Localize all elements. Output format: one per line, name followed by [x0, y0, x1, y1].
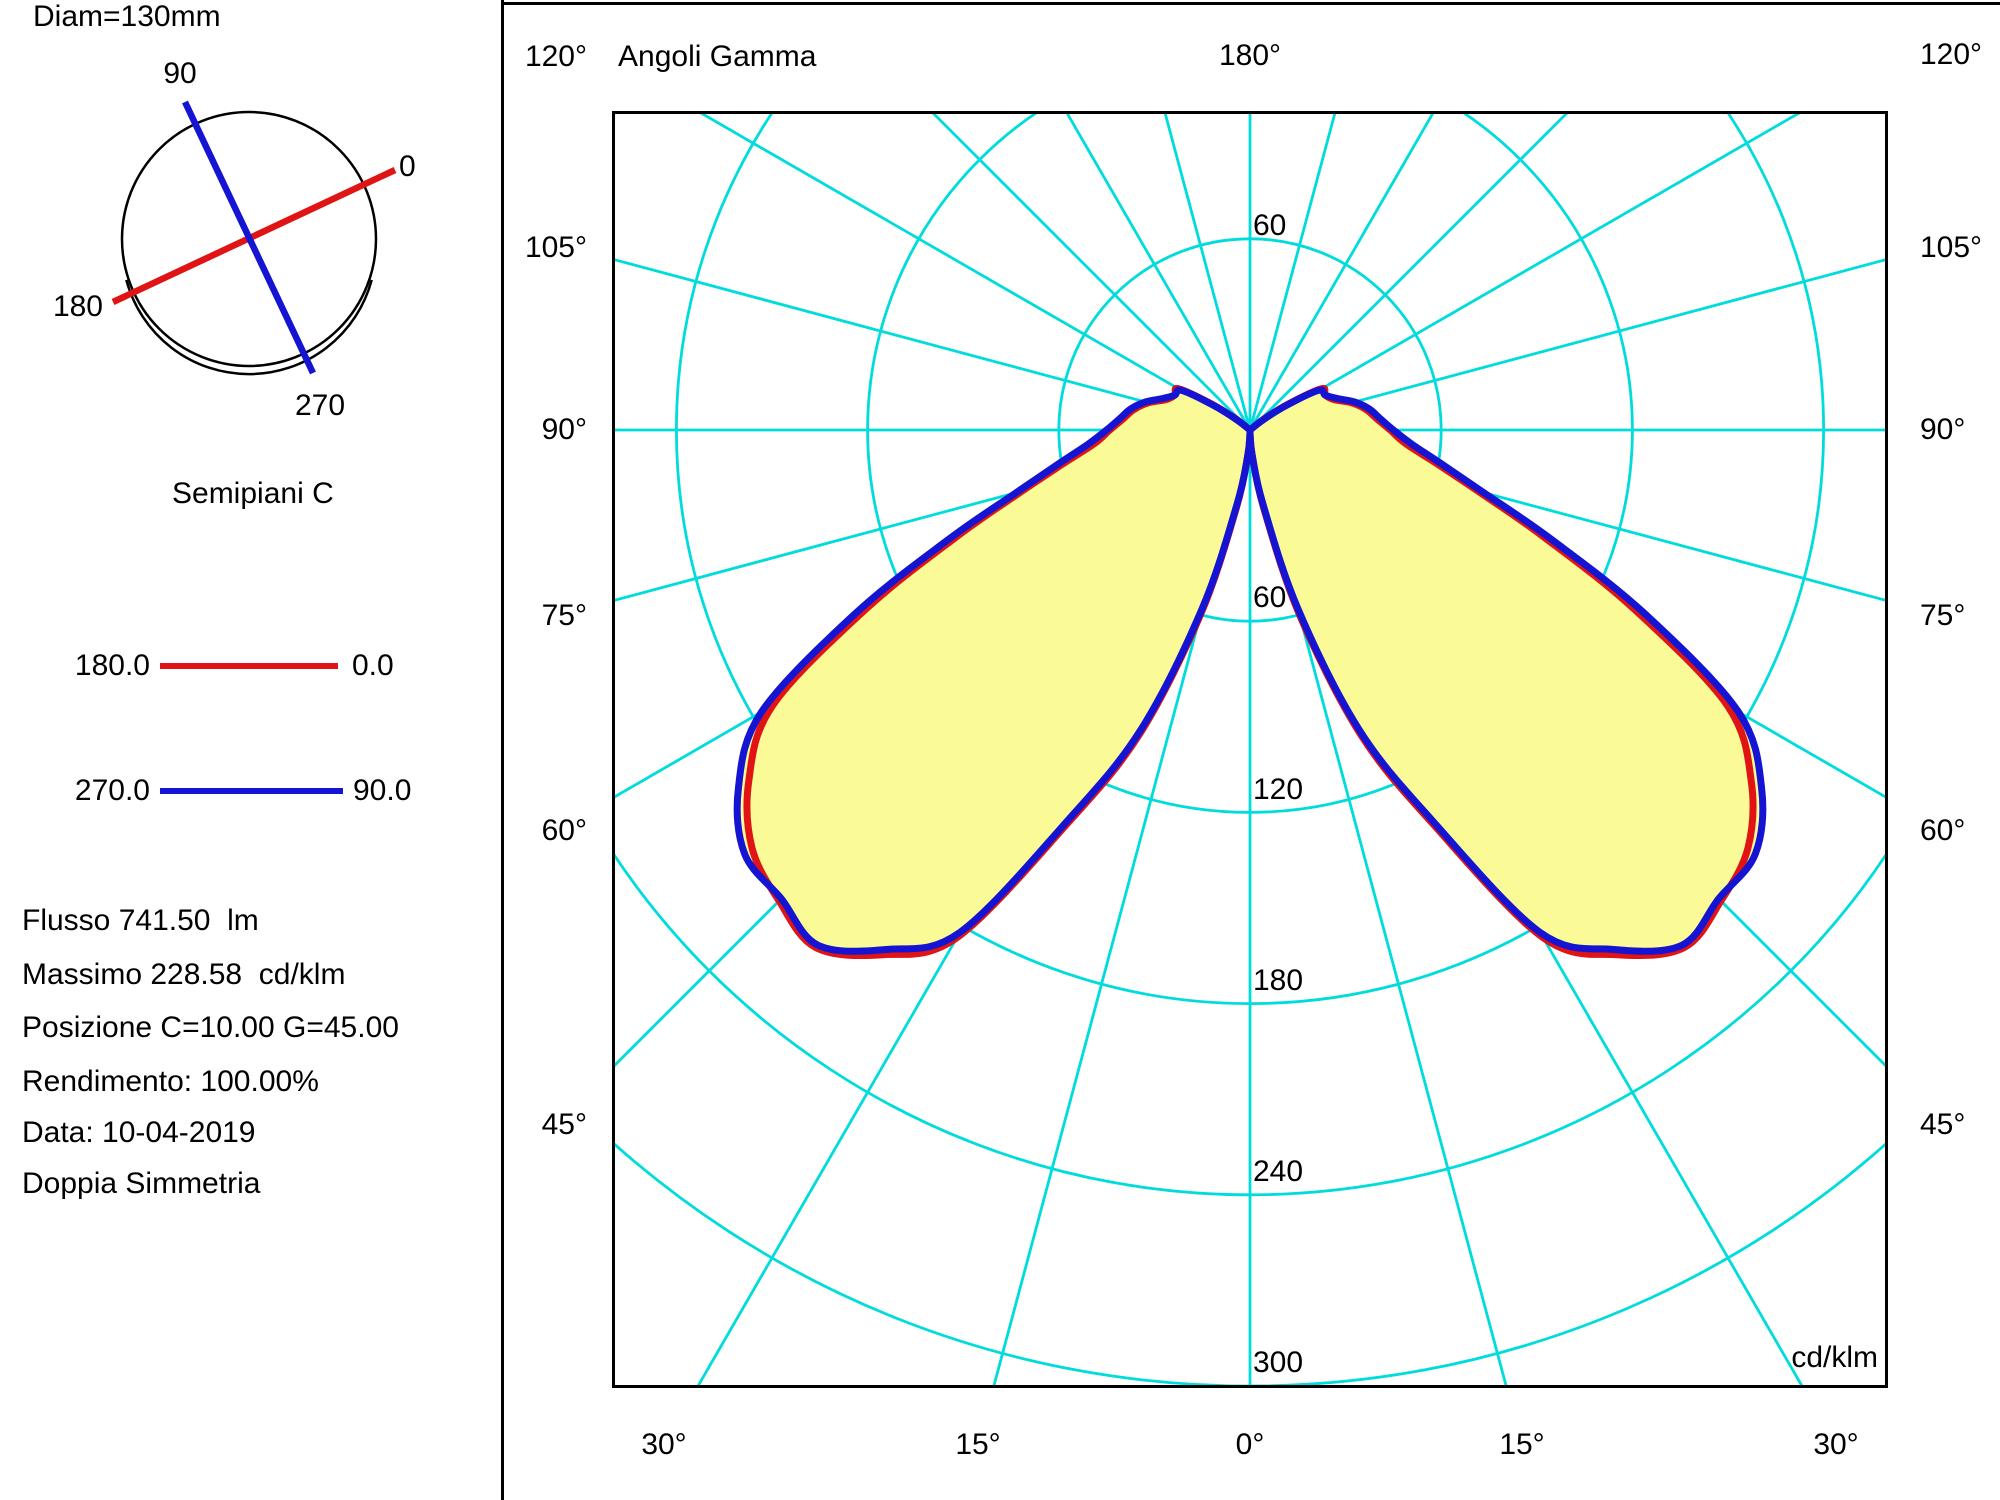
ring-label-180: 180	[1253, 964, 1304, 997]
gamma-right-90: 90°	[1920, 413, 1966, 446]
ring-label-60-top: 60	[1253, 209, 1287, 242]
gamma-bottom-15-left: 15°	[955, 1428, 1001, 1461]
info-maximum: Massimo 228.58 cd/klm	[22, 958, 346, 991]
gamma-right-120: 120°	[1920, 38, 1983, 71]
gamma-right-45: 45°	[1920, 1108, 1966, 1141]
gamma-left-75: 75°	[541, 599, 587, 632]
legend-red-right-label: 0.0	[352, 649, 394, 682]
panel-divider-line	[501, 0, 504, 1500]
gamma-right-75: 75°	[1920, 599, 1966, 632]
gamma-right-105: 105°	[1920, 231, 1983, 264]
mini-label-270: 270	[294, 389, 346, 422]
unit-label: cd/klm	[1791, 1341, 1878, 1374]
gamma-bottom-30-left: 30°	[641, 1428, 687, 1461]
gamma-right-60: 60°	[1920, 814, 1966, 847]
ring-label-120: 120	[1253, 773, 1304, 806]
gamma-left-90: 90°	[541, 413, 587, 446]
diameter-label: Diam=130mm	[33, 0, 221, 33]
legend-blue-left-label: 270.0	[74, 774, 150, 807]
info-date: Data: 10-04-2019	[22, 1116, 256, 1149]
semiplanes-caption: Semipiani C	[172, 477, 334, 510]
gamma-left-45: 45°	[541, 1108, 587, 1141]
panel-top-border	[501, 2, 2000, 5]
gamma-left-60: 60°	[541, 814, 587, 847]
chart-title: Angoli Gamma	[618, 40, 817, 73]
luminaire-outline-rim-arc	[125, 279, 373, 376]
gamma-left-105: 105°	[524, 231, 587, 264]
ring-label-240: 240	[1253, 1155, 1304, 1188]
legend-red-line	[160, 663, 338, 669]
legend-red-left-label: 180.0	[74, 649, 150, 682]
luminaire-outline-circle	[120, 110, 378, 368]
gamma-bottom-30-right: 30°	[1813, 1428, 1859, 1461]
gamma-bottom-0: 0°	[1235, 1428, 1265, 1461]
info-flux: Flusso 741.50 lm	[22, 904, 259, 937]
mini-label-90: 90	[163, 57, 197, 90]
c90-c270-plane-line	[182, 100, 316, 375]
c-plane-orientation-diagram	[111, 100, 397, 376]
ring-label-300: 300	[1253, 1346, 1304, 1379]
info-efficiency: Rendimento: 100.00%	[22, 1065, 319, 1098]
polar-intensity-plot	[612, 111, 1888, 1388]
gamma-180-label: 180°	[1218, 39, 1282, 72]
ring-label-60: 60	[1253, 581, 1287, 614]
c0-c180-plane-line	[111, 167, 397, 305]
mini-label-180: 180	[52, 290, 103, 323]
info-position: Posizione C=10.00 G=45.00	[22, 1011, 399, 1044]
info-symmetry: Doppia Simmetria	[22, 1167, 261, 1200]
legend-blue-line	[160, 788, 343, 794]
gamma-bottom-15-right: 15°	[1499, 1428, 1545, 1461]
gamma-left-120: 120°	[524, 40, 587, 73]
mini-label-0: 0	[399, 150, 416, 183]
legend-blue-right-label: 90.0	[353, 774, 412, 807]
